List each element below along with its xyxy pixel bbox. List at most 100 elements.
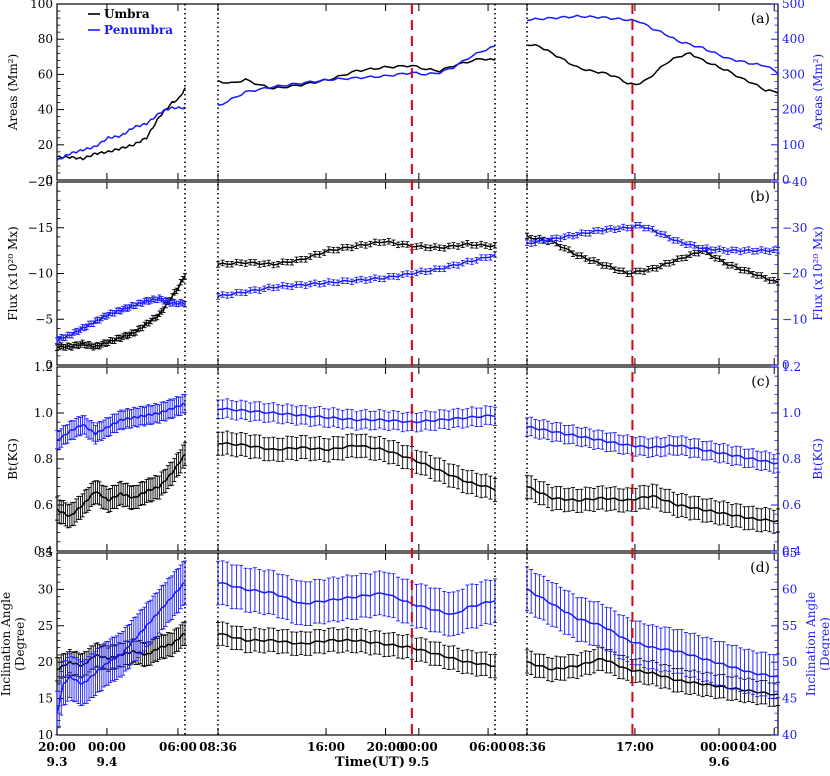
left-ytick-label: 0 (45, 173, 53, 187)
panel-frame (56, 181, 779, 366)
series-penumbra-segment (216, 251, 497, 300)
left-ylabel: Areas (Mm²) (6, 54, 20, 131)
x-axis-layer: Time(UT) 20:009.300:009.406:00 08:36 16:00… (38, 740, 777, 770)
left-ylabel-line: (Degree) (13, 617, 27, 671)
right-ytick-label: 1.2 (782, 360, 801, 374)
xtick-label: 08:36 (199, 740, 237, 754)
left-ytick-label: 20 (38, 655, 53, 669)
panel-label: (a) (751, 11, 770, 27)
right-ytick-label: 65 (782, 546, 797, 560)
left-ytick-label: −15 (28, 221, 53, 235)
vertical-markers-layer (184, 4, 634, 735)
panel-label: (d) (750, 560, 770, 576)
left-ylabel-line: Areas (Mm²) (6, 54, 20, 131)
left-ytick-label: 1.2 (34, 360, 53, 374)
right-ylabel: Bt(KG) (811, 438, 825, 480)
panel-frame (56, 3, 779, 181)
right-ytick-label: 0.4 (782, 544, 801, 558)
xtick-label: 00:00 (400, 740, 438, 754)
left-ytick-label: 10 (38, 728, 53, 742)
series-penumbra-segment (216, 398, 497, 433)
series-line (56, 275, 186, 349)
series-penumbra-segment (525, 416, 780, 474)
right-ytick-label: 100 (782, 138, 805, 152)
left-ytick-label: −5 (35, 312, 53, 326)
right-ytick-label: 0 (782, 173, 790, 187)
series-line (56, 296, 186, 342)
right-ylabel-line: (Degree) (818, 617, 830, 671)
series-line (217, 57, 496, 90)
left-ytick-label: 80 (38, 32, 53, 46)
left-ytick-label: 1.0 (34, 406, 53, 420)
right-ytick-label: 40 (782, 728, 797, 742)
left-ylabel-line: Bt(KG) (6, 438, 20, 480)
left-ytick-label: 0.6 (34, 498, 53, 512)
xtick-date-label: 9.4 (96, 755, 117, 769)
right-ytick-label: −30 (782, 221, 807, 235)
series-line (526, 235, 779, 283)
series-umbra-segment (525, 232, 780, 286)
xtick-label: 20:00 (367, 740, 405, 754)
right-ytick-label: 50 (782, 655, 797, 669)
series-umbra-segment (216, 621, 497, 679)
left-ytick-label: 35 (38, 546, 53, 560)
xtick-label: 08:36 (508, 740, 546, 754)
xtick-label: 04:00 (739, 740, 777, 754)
series-line (526, 425, 779, 465)
series-line (56, 105, 186, 162)
left-ytick-label: −10 (28, 267, 53, 281)
series-umbra-segment (217, 57, 496, 90)
left-ylabel-line: Flux (x10²⁰ Mx) (6, 226, 20, 320)
series-umbra-segment (216, 430, 497, 502)
xtick-label: 00:00 (700, 740, 738, 754)
series-umbra-segment (55, 273, 187, 351)
right-ylabel: Flux (x10²⁰ Mx) (811, 226, 825, 320)
series-penumbra-segment (217, 45, 496, 106)
series-line (217, 240, 496, 266)
series-line (217, 632, 496, 667)
left-ytick-label: 20 (38, 138, 53, 152)
xtick-date-label: 9.6 (709, 755, 730, 769)
series-line (56, 87, 186, 161)
panel-label: (b) (750, 189, 770, 205)
left-ytick-label: 100 (30, 0, 53, 11)
right-ylabel-line: Flux (x10²⁰ Mx) (811, 226, 825, 320)
series-line (217, 253, 496, 298)
right-ytick-label: −40 (782, 175, 807, 189)
right-ylabel-line: Areas (Mm²) (811, 54, 825, 131)
right-ytick-label: 0.6 (782, 498, 801, 512)
series-penumbra-segment (55, 560, 187, 736)
right-ytick-label: 500 (782, 0, 805, 11)
right-ytick-label: 60 (782, 582, 797, 596)
series-umbra-segment (526, 43, 779, 94)
series-line (526, 14, 779, 75)
right-ylabel-line: Bt(KG) (811, 438, 825, 480)
xtick-label: 20:00 (38, 740, 76, 754)
right-ytick-label: 1.0 (782, 406, 801, 420)
left-ylabel: Inclination Angle(Degree) (0, 592, 27, 696)
legend-entry: Penumbra (104, 23, 173, 37)
panel-label: (c) (751, 374, 770, 390)
series-line (217, 45, 496, 106)
legend-entry: Umbra (104, 7, 150, 21)
left-ytick-label: 0 (45, 358, 53, 372)
right-ytick-label: 0.8 (782, 452, 801, 466)
right-ylabel-line: Inclination Angle (804, 592, 818, 696)
series-umbra-segment (56, 87, 186, 161)
left-ytick-label: 25 (38, 619, 53, 633)
panel-d: 10 15 20 25 30 35 40 45 50 55 60 65 Inclination Angl… (0, 546, 830, 742)
xtick-label: 17:00 (616, 740, 654, 754)
series-umbra-segment (55, 442, 187, 529)
xtick-label: 00:00 (88, 740, 126, 754)
series-penumbra-segment (56, 105, 186, 162)
left-ylabel-line: Inclination Angle (0, 592, 13, 696)
series-line (526, 486, 779, 523)
series-penumbra-segment (55, 393, 187, 450)
series-line (526, 43, 779, 94)
left-ytick-label: 15 (38, 692, 53, 706)
left-ylabel: Bt(KG) (6, 438, 20, 480)
right-ytick-label: 55 (782, 619, 797, 633)
left-ytick-label: 40 (38, 103, 53, 117)
